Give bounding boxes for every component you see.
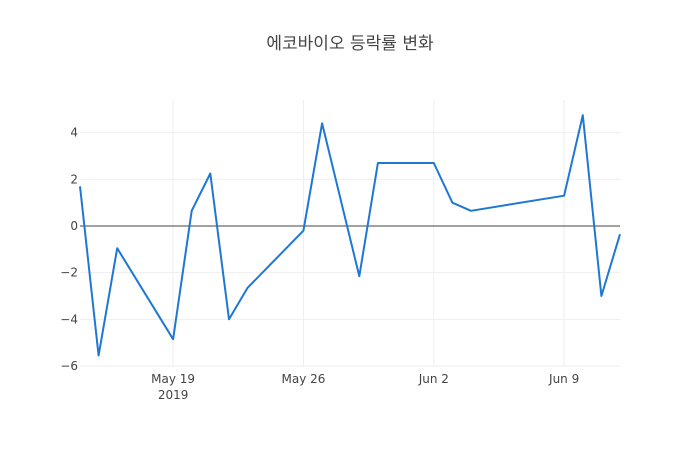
y-tick-label: 2: [70, 172, 78, 186]
y-tick-label: −6: [60, 359, 78, 373]
y-tick-label: −2: [60, 266, 78, 280]
x-axis: May 19 2019 May 26 Jun 2 Jun 9: [151, 372, 579, 402]
x-tick-sublabel: 2019: [158, 388, 189, 402]
y-axis: −6 −4 −2 0 2 4: [60, 126, 78, 373]
y-tick-label: 4: [70, 126, 78, 140]
series-layer: [79, 114, 621, 357]
x-tick-label: May 19: [151, 372, 195, 386]
x-tick-label: Jun 9: [548, 372, 579, 386]
x-tick-label: May 26: [281, 372, 325, 386]
y-tick-label: 0: [70, 219, 78, 233]
y-tick-label: −4: [60, 312, 78, 326]
chart-title: 에코바이오 등락률 변화: [266, 34, 434, 54]
grid-layer: [80, 100, 620, 367]
x-tick-label: Jun 2: [418, 372, 449, 386]
series-line: [79, 114, 621, 357]
